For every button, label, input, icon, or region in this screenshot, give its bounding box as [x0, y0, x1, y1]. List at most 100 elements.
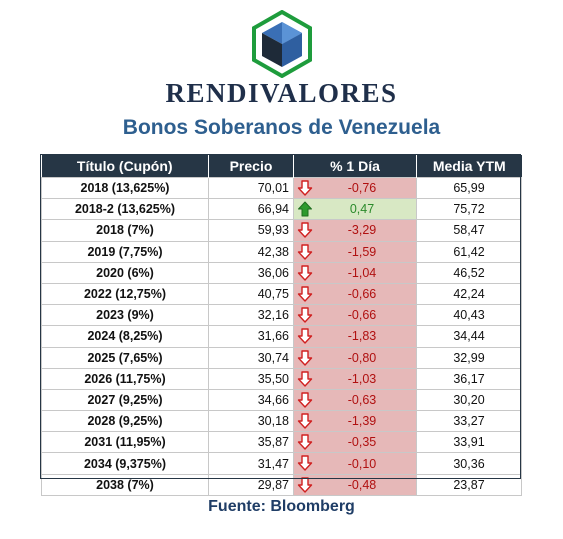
cell-titulo: 2020 (6%): [41, 261, 209, 284]
cell-ytm: 30,20: [416, 388, 522, 412]
cambio-value: -1,83: [347, 329, 377, 344]
cell-ytm: 33,91: [416, 431, 522, 454]
cell-precio: 35,87: [208, 431, 294, 454]
table-header-row: Título (Cupón) Precio % 1 Día Media YTM: [41, 155, 522, 178]
bonds-table: Título (Cupón) Precio % 1 Día Media YTM …: [41, 155, 522, 496]
cell-cambio: -0,10: [293, 452, 417, 475]
cell-cambio: -1,03: [293, 367, 417, 390]
cell-titulo: 2031 (11,95%): [41, 431, 209, 454]
cambio-value: -0,66: [347, 287, 377, 302]
cambio-value: -0,66: [347, 308, 377, 323]
cell-cambio: -0,66: [293, 282, 417, 306]
arrow-down-icon: [297, 286, 313, 302]
cambio-value: -1,04: [347, 265, 377, 280]
header-titulo: Título (Cupón): [41, 155, 209, 178]
table-row: 2025 (7,65%) 30,74 -0,80 32,99: [41, 346, 522, 369]
arrow-down-icon: [297, 180, 313, 196]
page-title: Bonos Soberanos de Venezuela: [122, 116, 441, 139]
cell-titulo: 2018 (13,625%): [41, 176, 209, 200]
cell-titulo: 2026 (11,75%): [41, 367, 209, 390]
table-row: 2023 (9%) 32,16 -0,66 40,43: [41, 304, 522, 327]
cell-cambio: -0,66: [293, 304, 417, 327]
arrow-down-icon: [297, 265, 313, 281]
cambio-value: 0,47: [349, 202, 375, 217]
cell-ytm: 65,99: [416, 176, 522, 200]
cambio-value: -0,63: [347, 392, 377, 407]
arrow-down-icon: [297, 476, 313, 493]
arrow-down-icon: [297, 392, 313, 408]
cell-ytm: 33,27: [416, 410, 522, 433]
cell-ytm: 32,99: [416, 346, 522, 369]
cell-ytm: 46,52: [416, 261, 522, 284]
arrow-down-icon: [297, 222, 313, 239]
cambio-value: -1,03: [347, 371, 377, 386]
cell-titulo: 2025 (7,65%): [41, 346, 209, 369]
cell-precio: 32,16: [208, 304, 294, 327]
table-row: 2020 (6%) 36,06 -1,04 46,52: [41, 261, 522, 284]
cell-cambio: -1,04: [293, 261, 417, 284]
cell-cambio: -3,29: [293, 219, 417, 242]
cell-ytm: 34,44: [416, 325, 522, 348]
cell-ytm: 30,36: [416, 452, 522, 475]
cell-precio: 40,75: [208, 282, 294, 306]
cell-ytm: 58,47: [416, 219, 522, 242]
cell-precio: 36,06: [208, 261, 294, 284]
header-cambio: % 1 Día: [293, 155, 417, 178]
cell-ytm: 61,42: [416, 240, 522, 263]
cell-cambio: -0,80: [293, 346, 417, 369]
arrow-up-icon: [297, 201, 313, 217]
cell-cambio: 0,47: [293, 198, 417, 221]
table-row: 2031 (11,95%) 35,87 -0,35 33,91: [41, 431, 522, 454]
table-row: 2018-2 (13,625%) 66,94 0,47 75,72: [41, 198, 522, 221]
cell-precio: 29,87: [208, 473, 294, 496]
cambio-value: -0,35: [347, 435, 377, 450]
cell-precio: 34,66: [208, 388, 294, 412]
cell-titulo: 2018-2 (13,625%): [41, 198, 209, 221]
cell-precio: 31,66: [208, 325, 294, 348]
cell-precio: 30,18: [208, 410, 294, 433]
cell-cambio: -0,48: [293, 473, 417, 496]
cube-hexagon-logo-icon: [252, 10, 312, 78]
cell-ytm: 23,87: [416, 473, 522, 496]
arrow-down-icon: [297, 307, 313, 323]
cell-cambio: -0,35: [293, 431, 417, 454]
cambio-value: -0,76: [347, 181, 377, 196]
brand-name: RENDIVALORES: [165, 78, 398, 108]
cell-ytm: 75,72: [416, 198, 522, 221]
cell-cambio: -1,83: [293, 325, 417, 348]
source-note: Fuente: Bloomberg: [208, 498, 355, 515]
cambio-value: -1,59: [347, 244, 377, 259]
cell-precio: 35,50: [208, 367, 294, 390]
table-row: 2034 (9,375%) 31,47 -0,10 30,36: [41, 452, 522, 475]
cell-cambio: -1,39: [293, 410, 417, 433]
header-ytm: Media YTM: [416, 155, 522, 178]
arrow-down-icon: [297, 413, 313, 429]
cell-precio: 31,47: [208, 452, 294, 475]
table-row: 2027 (9,25%) 34,66 -0,63 30,20: [41, 388, 522, 412]
arrow-down-icon: [297, 370, 313, 387]
cambio-value: -1,39: [347, 414, 377, 429]
cell-precio: 30,74: [208, 346, 294, 369]
table-row: 2019 (7,75%) 42,38 -1,59 61,42: [41, 240, 522, 263]
cambio-value: -0,10: [347, 456, 377, 471]
cambio-value: -0,48: [347, 477, 377, 492]
cell-titulo: 2028 (9,25%): [41, 410, 209, 433]
header-precio: Precio: [208, 155, 294, 178]
cell-titulo: 2022 (12,75%): [41, 282, 209, 306]
cambio-value: -0,80: [347, 350, 377, 365]
arrow-down-icon: [297, 349, 313, 366]
cell-titulo: 2018 (7%): [41, 219, 209, 242]
cell-cambio: -0,76: [293, 176, 417, 200]
cell-titulo: 2024 (8,25%): [41, 325, 209, 348]
cell-ytm: 42,24: [416, 282, 522, 306]
cell-cambio: -1,59: [293, 240, 417, 263]
cambio-value: -3,29: [347, 223, 377, 238]
cell-cambio: -0,63: [293, 388, 417, 412]
table-row: 2024 (8,25%) 31,66 -1,83 34,44: [41, 325, 522, 348]
table-row: 2018 (13,625%) 70,01 -0,76 65,99: [41, 176, 522, 200]
table-row: 2022 (12,75%) 40,75 -0,66 42,24: [41, 282, 522, 306]
cell-precio: 70,01: [208, 176, 294, 200]
cell-precio: 42,38: [208, 240, 294, 263]
table-row: 2028 (9,25%) 30,18 -1,39 33,27: [41, 410, 522, 433]
table-row: 2018 (7%) 59,93 -3,29 58,47: [41, 219, 522, 242]
